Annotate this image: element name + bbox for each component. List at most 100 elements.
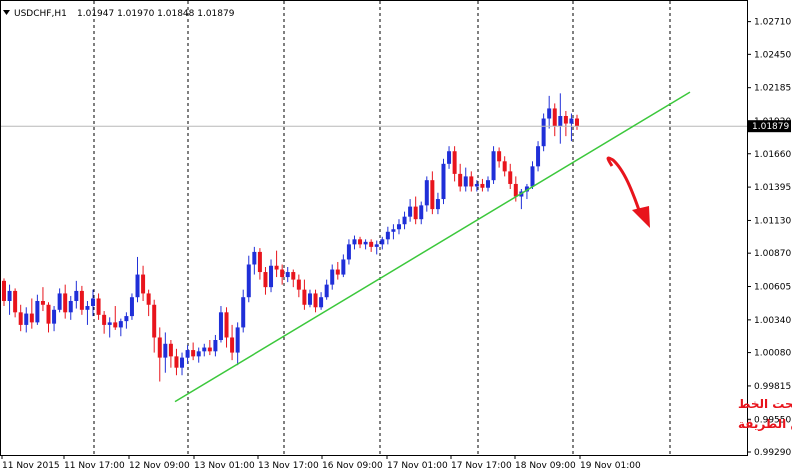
candle — [91, 289, 96, 317]
candle — [424, 176, 429, 212]
candle — [141, 265, 146, 301]
candle — [369, 239, 374, 252]
trade-note: بيع بعد اغلاق شمعة تحت الخط الستوب بنفس … — [738, 397, 792, 432]
y-tick-label: 1.01660 — [754, 150, 791, 160]
candle — [135, 256, 140, 303]
candle — [558, 93, 563, 144]
candle — [324, 279, 329, 300]
candle — [391, 224, 396, 240]
candle — [419, 201, 424, 225]
note-line-2: الستوب بنفس الطريقة — [738, 417, 792, 432]
x-tick-label: 12 Nov 09:00 — [129, 461, 190, 471]
x-tick-label: 17 Nov 17:00 — [451, 461, 512, 471]
x-tick-label: 13 Nov 01:00 — [194, 461, 255, 471]
y-tick-label: 1.01395 — [754, 183, 791, 193]
candle — [524, 183, 529, 200]
candle — [113, 306, 118, 330]
chevron-down-icon[interactable] — [3, 10, 10, 15]
candle — [74, 280, 79, 309]
candle — [569, 113, 574, 142]
candle — [313, 289, 318, 313]
candle — [157, 327, 162, 382]
x-tick-label: 17 Nov 01:00 — [387, 461, 448, 471]
y-tick-label: 1.02710 — [754, 18, 791, 28]
candle — [452, 146, 457, 182]
candle — [396, 219, 401, 235]
candle — [118, 318, 123, 337]
candle — [341, 254, 346, 278]
y-tick-label: 1.00605 — [754, 283, 791, 293]
candle — [541, 113, 546, 152]
svg-text:1.01879: 1.01879 — [752, 122, 789, 132]
x-axis-labels: 11 Nov 2015 11 Nov 17:00 12 Nov 09:00 13 No… — [1, 455, 641, 471]
y-tick-label: 0.99550 — [754, 415, 791, 425]
y-tick-label: 0.99290 — [754, 448, 791, 458]
note-line-1: بيع بعد اغلاق شمعة تحت الخط — [738, 397, 792, 411]
candle — [319, 292, 324, 310]
candle — [18, 304, 23, 332]
candle — [302, 279, 307, 310]
candle — [185, 345, 190, 364]
candle — [68, 295, 73, 320]
candle — [191, 342, 196, 361]
candle — [102, 311, 107, 334]
candle — [380, 236, 385, 250]
y-tick-label: 1.01130 — [754, 216, 791, 226]
candle — [280, 264, 285, 285]
candle — [163, 332, 168, 373]
candle — [274, 250, 279, 278]
candle — [207, 340, 212, 356]
candle — [374, 240, 379, 255]
y-tick-label: 1.00080 — [754, 349, 791, 359]
candle — [235, 322, 240, 366]
candle — [463, 167, 468, 192]
candle — [124, 312, 129, 329]
symbol-label: USDCHF,H1 — [14, 9, 67, 19]
y-tick-label: 1.02185 — [754, 84, 791, 94]
candle — [85, 300, 90, 325]
candle — [508, 163, 513, 189]
candle — [252, 246, 257, 275]
candle — [269, 259, 274, 293]
y-tick-label: 1.02450 — [754, 50, 791, 60]
candle — [485, 176, 490, 192]
candle — [435, 192, 440, 215]
candle — [480, 178, 485, 192]
candle — [536, 141, 541, 172]
candle — [180, 352, 185, 376]
candle — [35, 294, 40, 325]
candle — [352, 235, 357, 250]
candle — [335, 261, 340, 280]
candle — [263, 267, 268, 295]
candle — [296, 274, 301, 298]
candle — [458, 163, 463, 192]
candle — [413, 196, 418, 225]
candle — [152, 299, 157, 353]
candle — [63, 284, 68, 319]
candle — [241, 289, 246, 333]
candle — [408, 199, 413, 222]
candle — [257, 248, 262, 280]
candle — [174, 348, 179, 376]
candle — [552, 103, 557, 137]
candle — [224, 307, 229, 348]
x-tick-label: 16 Nov 09:00 — [322, 461, 383, 471]
candle — [358, 236, 363, 249]
trendline[interactable] — [174, 91, 691, 403]
candle — [24, 307, 29, 333]
candle — [196, 347, 201, 363]
candle — [40, 287, 45, 312]
candle — [213, 334, 218, 357]
arrow-down-icon — [606, 156, 650, 228]
candle — [447, 146, 452, 169]
x-tick-label: 11 Nov 2015 — [2, 461, 60, 471]
plot-area — [0, 0, 748, 456]
candle — [168, 340, 173, 368]
candle — [291, 269, 296, 288]
candle — [363, 239, 368, 250]
candle — [469, 171, 474, 192]
candle — [385, 226, 390, 245]
x-tick-label: 11 Nov 17:00 — [64, 461, 125, 471]
candle — [491, 146, 496, 184]
